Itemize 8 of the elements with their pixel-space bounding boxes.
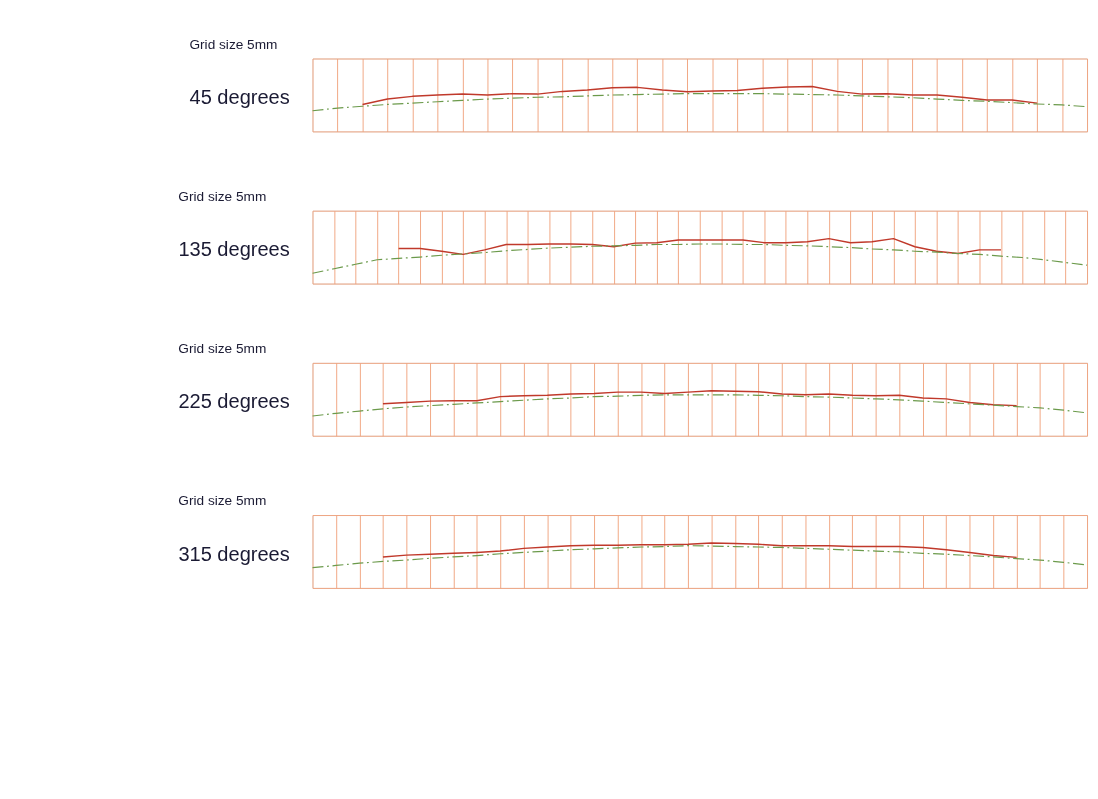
y-axis-title: 225 degrees	[178, 390, 290, 413]
chart-title: Grid size 5mm	[189, 36, 278, 52]
y-axis-title: 135 degrees	[178, 238, 290, 261]
chart-title: Grid size 5mm	[178, 340, 267, 356]
chart-title: Grid size 5mm	[178, 188, 267, 204]
y-axis-title: 45 degrees	[189, 86, 290, 109]
chart-title: Grid size 5mm	[178, 493, 267, 509]
y-axis-title: 315 degrees	[178, 542, 290, 565]
